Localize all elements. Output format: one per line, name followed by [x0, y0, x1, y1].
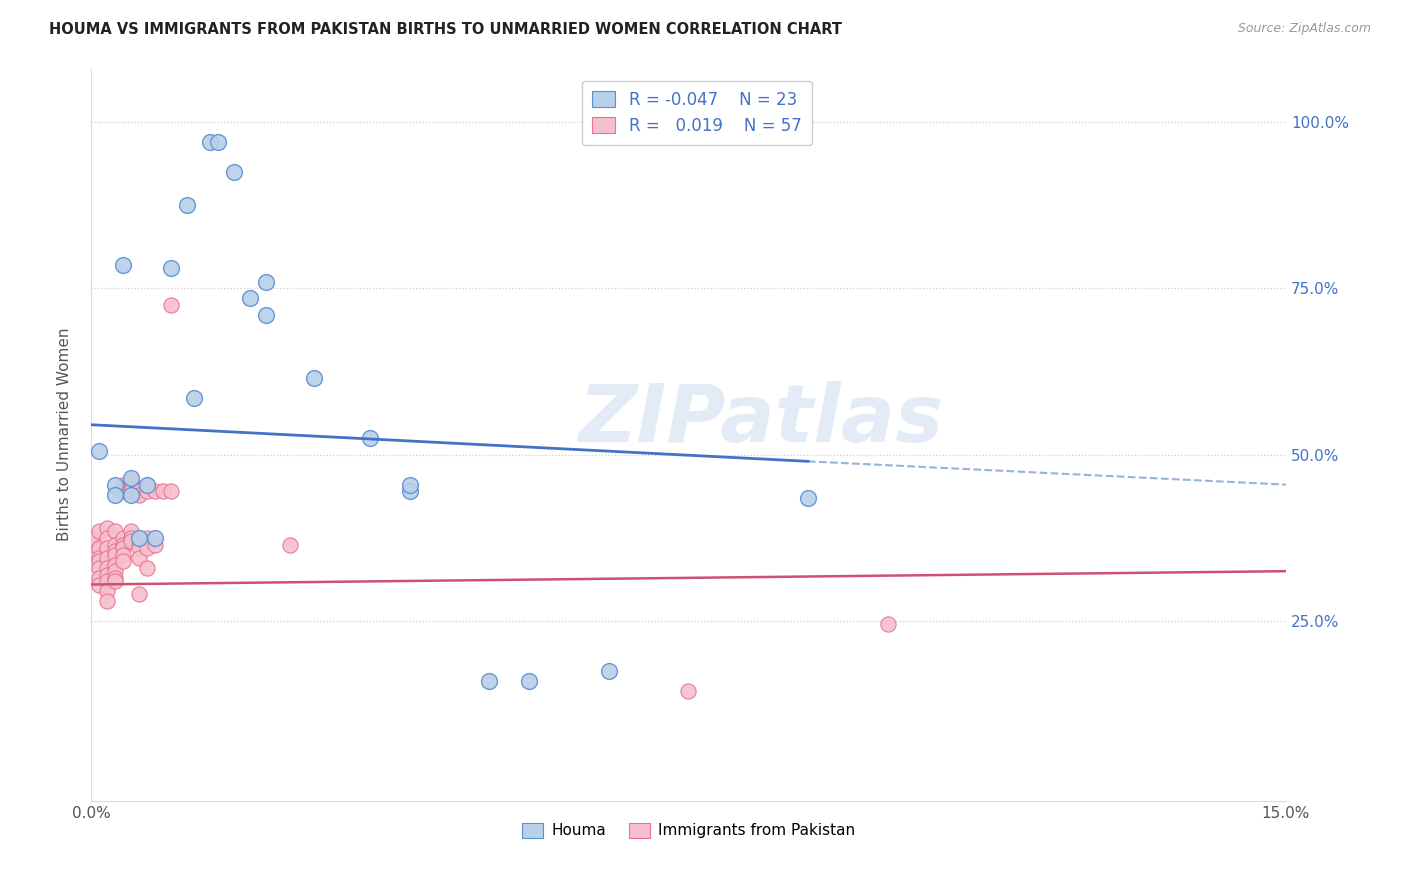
Point	[359, 431, 381, 445]
Text: Source: ZipAtlas.com: Source: ZipAtlas.com	[1237, 22, 1371, 36]
Point	[120, 488, 142, 502]
Point	[104, 574, 127, 589]
Point	[104, 488, 127, 502]
Point	[104, 477, 127, 491]
Point	[96, 561, 118, 575]
Point	[135, 561, 157, 575]
Point	[87, 541, 110, 555]
Point	[96, 550, 118, 565]
Point	[120, 534, 142, 549]
Point	[120, 484, 142, 499]
Legend: Houma, Immigrants from Pakistan: Houma, Immigrants from Pakistan	[516, 817, 860, 845]
Point	[80, 531, 103, 545]
Point	[143, 531, 166, 545]
Point	[111, 537, 134, 551]
Point	[96, 531, 118, 545]
Point	[135, 477, 157, 491]
Point	[111, 258, 134, 272]
Point	[135, 484, 157, 499]
Point	[80, 537, 103, 551]
Point	[111, 541, 134, 555]
Point	[87, 554, 110, 568]
Point	[111, 531, 134, 545]
Point	[135, 477, 157, 491]
Point	[120, 531, 142, 545]
Point	[152, 484, 174, 499]
Y-axis label: Births to Unmarried Women: Births to Unmarried Women	[58, 328, 72, 541]
Point	[224, 165, 246, 179]
Point	[183, 391, 205, 405]
Point	[159, 484, 181, 499]
Point	[678, 684, 700, 698]
Point	[96, 521, 118, 535]
Point	[96, 584, 118, 599]
Point	[120, 471, 142, 485]
Point	[104, 537, 127, 551]
Point	[398, 484, 420, 499]
Point	[128, 531, 150, 545]
Point	[87, 561, 110, 575]
Point	[143, 537, 166, 551]
Point	[87, 571, 110, 585]
Point	[104, 564, 127, 578]
Point	[128, 541, 150, 555]
Point	[111, 554, 134, 568]
Point	[398, 477, 420, 491]
Point	[598, 664, 620, 678]
Text: ZIPatlas: ZIPatlas	[578, 381, 942, 459]
Point	[876, 617, 898, 632]
Point	[128, 587, 150, 601]
Point	[128, 537, 150, 551]
Point	[254, 308, 277, 322]
Point	[302, 371, 325, 385]
Point	[96, 567, 118, 582]
Point	[797, 491, 820, 505]
Point	[200, 135, 222, 149]
Point	[176, 198, 198, 212]
Point	[87, 550, 110, 565]
Point	[111, 484, 134, 499]
Point	[87, 524, 110, 539]
Point	[87, 577, 110, 591]
Point	[254, 275, 277, 289]
Point	[207, 135, 229, 149]
Point	[104, 558, 127, 572]
Point	[111, 548, 134, 562]
Point	[159, 298, 181, 312]
Point	[104, 544, 127, 558]
Point	[239, 291, 262, 305]
Point	[517, 673, 540, 688]
Point	[278, 537, 301, 551]
Point	[104, 548, 127, 562]
Point	[120, 524, 142, 539]
Point	[128, 484, 150, 499]
Point	[128, 550, 150, 565]
Point	[135, 531, 157, 545]
Point	[104, 524, 127, 539]
Point	[96, 574, 118, 589]
Point	[120, 475, 142, 489]
Point	[120, 481, 142, 495]
Point	[128, 488, 150, 502]
Point	[159, 261, 181, 276]
Point	[104, 571, 127, 585]
Point	[96, 594, 118, 608]
Text: HOUMA VS IMMIGRANTS FROM PAKISTAN BIRTHS TO UNMARRIED WOMEN CORRELATION CHART: HOUMA VS IMMIGRANTS FROM PAKISTAN BIRTHS…	[49, 22, 842, 37]
Point	[478, 673, 501, 688]
Point	[135, 541, 157, 555]
Point	[87, 444, 110, 458]
Point	[111, 477, 134, 491]
Point	[143, 484, 166, 499]
Point	[96, 541, 118, 555]
